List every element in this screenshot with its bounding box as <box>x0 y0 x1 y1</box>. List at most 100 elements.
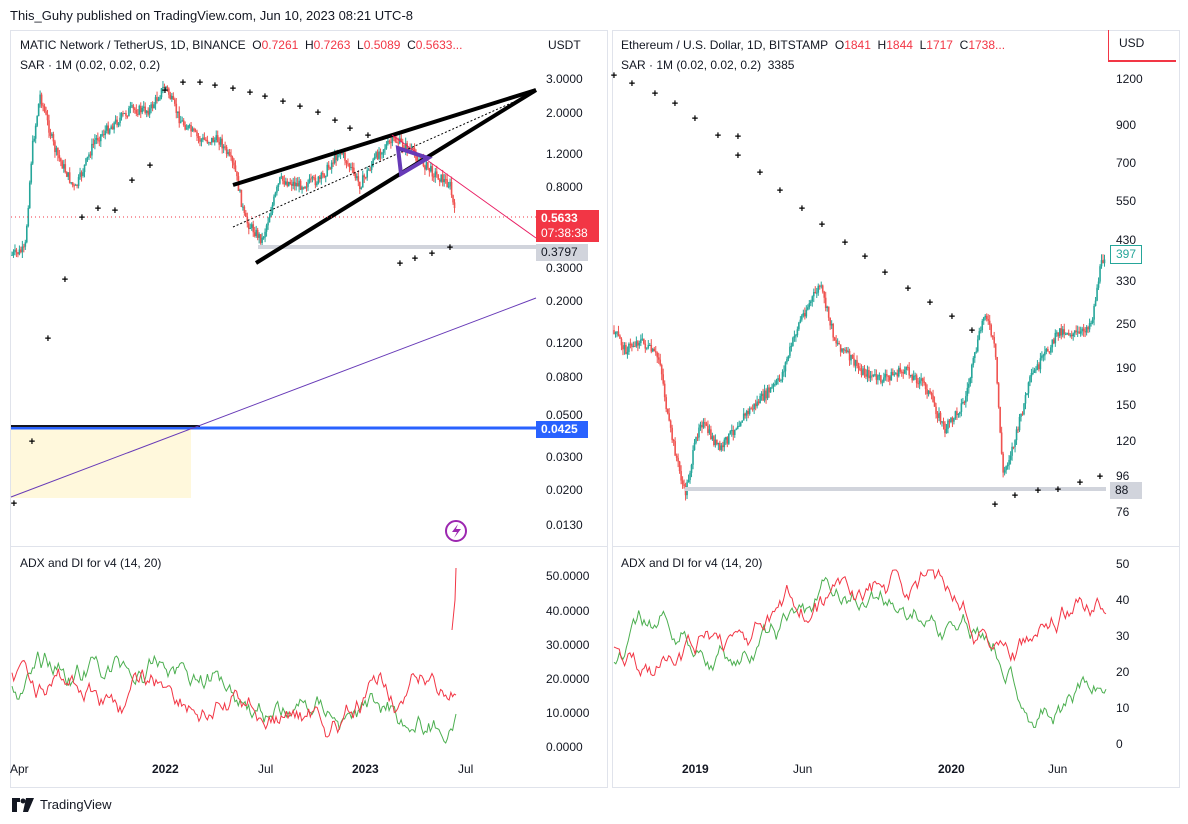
left-price-candle <box>296 183 299 187</box>
left-price-candle <box>360 187 363 189</box>
left-price-candle <box>135 109 138 114</box>
left-price-candle <box>98 140 101 142</box>
right-y-tick: 330 <box>1116 274 1137 288</box>
left-price-candle <box>236 171 238 177</box>
right-price-candle <box>647 345 650 348</box>
footer-brand[interactable]: TradingView <box>12 797 112 812</box>
right-price-candle <box>677 457 679 462</box>
left-price-candle <box>154 97 157 105</box>
right-price-candle <box>778 378 781 381</box>
left-price-candle <box>233 162 235 166</box>
left-price-candle <box>435 171 438 175</box>
right-price-candle <box>842 348 845 351</box>
right-price-candle <box>1032 372 1034 374</box>
right-price-candle <box>771 386 773 388</box>
left-sar-dot: + <box>180 77 186 89</box>
left-price-candle <box>234 165 237 172</box>
left-price-candle <box>400 138 403 142</box>
right-price-candle <box>777 378 779 381</box>
left-price-candle <box>147 110 149 115</box>
left-legend: MATIC Network / TetherUS, 1D, BINANCE O0… <box>20 38 463 52</box>
left-price-candle <box>283 180 286 185</box>
right-y-tick: 250 <box>1116 317 1137 331</box>
left-sar-dot: + <box>332 115 338 127</box>
right-price-candle <box>1081 328 1083 332</box>
right-sar-dot: + <box>969 325 975 337</box>
right-price-candle <box>720 445 723 450</box>
left-price-candle <box>67 172 70 177</box>
right-price-candle <box>841 348 843 352</box>
left-price-candle <box>28 182 31 208</box>
left-sar-dot: + <box>29 436 35 448</box>
right-price-candle <box>965 396 967 403</box>
right-price-candle <box>833 337 836 341</box>
right-price-candle <box>1102 260 1104 264</box>
right-price-candle <box>1058 328 1061 337</box>
left-y-tick: 2.0000 <box>546 106 583 120</box>
right-sar-dot: + <box>992 499 998 511</box>
left-price-candle <box>26 226 28 243</box>
right-sar-dot: + <box>949 311 955 323</box>
right-price-candle <box>687 480 690 483</box>
left-price-candle <box>394 138 397 142</box>
left-di-minus-spike <box>451 567 457 631</box>
left-price-candle <box>387 140 389 145</box>
left-price-candle <box>80 172 83 176</box>
right-price-candle <box>1069 334 1072 336</box>
left-price-candle <box>406 143 408 152</box>
right-price-candle <box>683 484 685 487</box>
left-price-candle <box>313 176 315 178</box>
left-price-candle <box>370 165 373 170</box>
right-price-candle <box>735 428 738 430</box>
right-price-candle <box>835 340 837 344</box>
left-adx-pane[interactable] <box>10 546 608 788</box>
right-price-candle <box>911 374 913 381</box>
left-price-candle <box>425 162 428 170</box>
left-price-candle <box>68 172 71 183</box>
right-price-candle <box>993 337 995 344</box>
right-price-candle <box>851 354 854 359</box>
right-price-candle <box>739 422 742 426</box>
right-price-candle <box>1072 333 1074 337</box>
left-pink-line <box>391 134 537 239</box>
left-price-candle <box>197 136 200 139</box>
left-price-candle <box>268 216 271 223</box>
footer-brand-label: TradingView <box>40 797 112 812</box>
left-price-candle <box>427 162 429 168</box>
right-price-candle <box>1018 416 1021 431</box>
left-price-candle <box>125 113 127 116</box>
right-price-candle <box>781 371 784 381</box>
right-adx-pane[interactable] <box>612 546 1180 788</box>
right-price-candle <box>914 375 916 377</box>
left-price-candle <box>357 176 360 182</box>
left-price-candle <box>253 232 256 237</box>
left-price-candle <box>308 178 311 183</box>
left-y-tick: 0.0500 <box>546 408 583 422</box>
right-y-tick: 700 <box>1116 156 1137 170</box>
left-price-candle <box>404 143 407 150</box>
right-price-candle <box>799 319 802 323</box>
left-price-candle <box>185 128 188 130</box>
left-price-candle <box>330 162 333 169</box>
right-price-candle <box>897 367 900 377</box>
left-price-candle <box>336 155 339 161</box>
right-price-candle <box>663 383 666 398</box>
right-price-candle <box>991 335 994 338</box>
left-price-candle <box>438 179 441 182</box>
right-price-candle <box>830 323 833 326</box>
right-price-candle <box>1042 355 1045 357</box>
right-price-candle <box>698 427 700 438</box>
right-price-pane[interactable] <box>612 30 1180 547</box>
left-price-candle <box>60 158 62 162</box>
left-price-candle <box>200 139 203 142</box>
left-price-candle <box>49 132 52 136</box>
left-wedge-upper <box>232 88 537 187</box>
left-price-candle <box>42 105 44 107</box>
right-price-candle <box>692 450 694 465</box>
left-price-candle <box>249 227 252 229</box>
right-price-candle <box>957 413 960 416</box>
left-price-candle <box>179 121 182 124</box>
left-price-candle <box>33 138 35 141</box>
left-price-candle <box>338 153 340 156</box>
